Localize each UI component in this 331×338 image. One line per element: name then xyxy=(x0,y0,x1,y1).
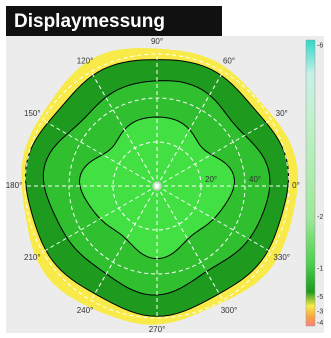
angle-label: 180° xyxy=(6,181,23,190)
grid-spoke xyxy=(156,185,272,253)
radial-label: 20° xyxy=(205,175,217,184)
colorbar-label: -2 xyxy=(317,214,323,221)
angle-label: 120° xyxy=(77,56,94,65)
angle-label: 60° xyxy=(223,56,235,65)
angle-label: 270° xyxy=(149,325,166,333)
angle-label: 0° xyxy=(292,181,300,190)
colorbar: -6 -2 -1 -5 -3 -4 xyxy=(305,39,323,327)
angle-label: 90° xyxy=(151,37,163,46)
angle-label: 30° xyxy=(276,109,288,118)
grid-spoke xyxy=(90,185,158,301)
grid-spoke xyxy=(90,71,158,187)
colorbar-rect xyxy=(305,39,316,327)
title-bar xyxy=(6,6,222,36)
grid-spoke xyxy=(156,185,224,301)
colorbar-label: -6 xyxy=(317,43,323,50)
polar-plot: 0° 30° 60° 90° 120° 150° 180° 210° 240° 270° 300° 3… xyxy=(6,37,300,334)
angle-label: 240° xyxy=(77,306,94,315)
angle-label: 150° xyxy=(24,109,41,118)
angle-label: 330° xyxy=(273,253,290,262)
colorbar-label: -5 xyxy=(317,294,323,301)
angle-label: 210° xyxy=(24,253,41,262)
colorbar-label: -4 xyxy=(317,320,323,327)
center xyxy=(152,181,162,191)
grid-spoke xyxy=(156,71,224,187)
colorbar-label: -3 xyxy=(317,309,323,316)
chart-title: Displaymessung xyxy=(14,11,165,32)
grid-spoke xyxy=(156,119,272,187)
colorbar-label: -1 xyxy=(317,266,323,273)
grid-spoke xyxy=(42,185,158,253)
grid-circle xyxy=(24,53,290,319)
angle-label: 300° xyxy=(221,306,238,315)
radial-label: 40° xyxy=(249,175,261,184)
grid-spoke xyxy=(42,119,158,187)
